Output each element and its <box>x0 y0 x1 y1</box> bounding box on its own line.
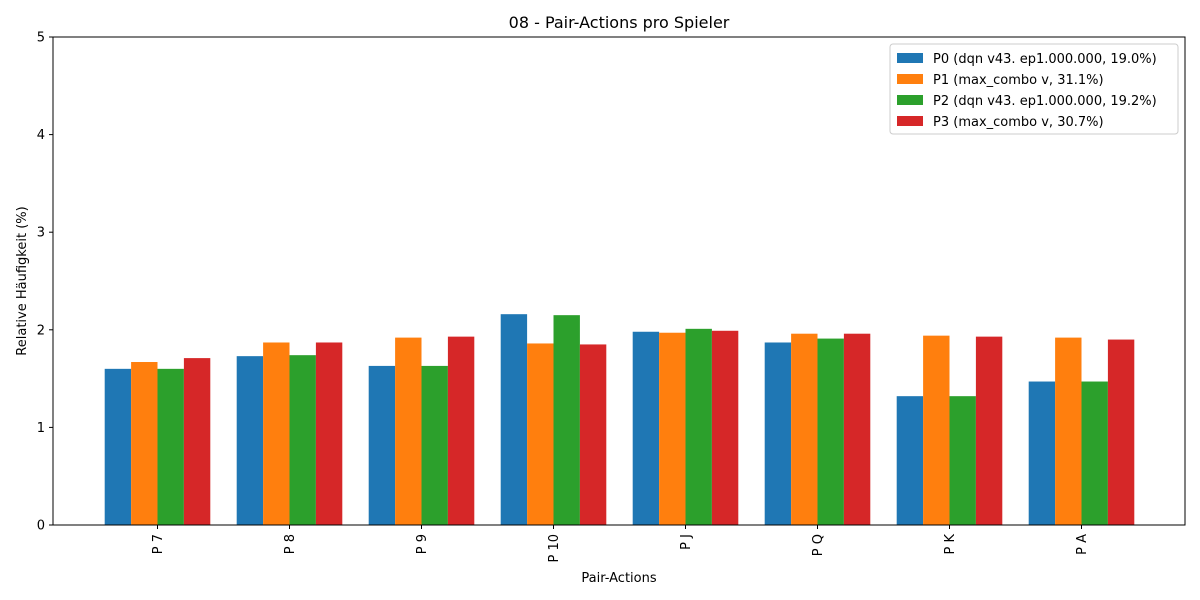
bar-p8-s2 <box>289 355 316 525</box>
bar-pq-s2 <box>817 338 844 525</box>
bar-pa-s2 <box>1081 381 1108 525</box>
x-axis-ticks: P 7 P 8 P 9 P 10 P J P Q P K P A <box>151 525 1090 563</box>
legend-entry: P3 (max_combo v, 30.7%) <box>933 115 1104 130</box>
bar-p8-s1 <box>263 342 290 525</box>
y-tick-label: 0 <box>37 519 45 534</box>
x-tick-label: P A <box>1075 534 1090 555</box>
bar-pq-s3 <box>843 333 871 525</box>
x-tick-label: P 7 <box>151 534 166 554</box>
bar-p10-s2 <box>553 315 580 525</box>
bar-p7-s2 <box>157 368 184 525</box>
bar-p10-s0 <box>500 314 528 525</box>
y-tick-label: 4 <box>37 128 45 143</box>
x-tick-label: P K <box>943 534 958 555</box>
bar-p10-s1 <box>527 343 554 525</box>
bar-p8-s3 <box>315 342 343 525</box>
bar-p9-s2 <box>421 365 448 525</box>
bar-pj-s3 <box>711 330 739 525</box>
bar-pk-s2 <box>949 396 976 525</box>
bar-pj-s1 <box>659 332 686 525</box>
bar-p10-s3 <box>579 344 607 525</box>
x-axis-title: Pair-Actions <box>581 571 656 586</box>
bars-group <box>104 314 1135 525</box>
plot-frame <box>52 36 1186 526</box>
bar-p7-s0 <box>104 368 132 525</box>
bar-p9-s1 <box>395 337 422 525</box>
bar-p9-s3 <box>447 336 475 525</box>
legend-swatch <box>897 74 923 84</box>
bar-pk-s1 <box>923 335 950 525</box>
legend-entry: P0 (dqn v43. ep1.000.000, 19.0%) <box>933 52 1157 67</box>
bar-pa-s1 <box>1055 337 1082 525</box>
legend-swatch <box>897 116 923 126</box>
y-axis-ticks: 0 1 2 3 4 5 <box>37 31 53 534</box>
bar-pa-s0 <box>1028 381 1056 525</box>
y-tick-label: 1 <box>37 421 45 436</box>
bar-p8-s0 <box>236 356 264 525</box>
legend-swatch <box>897 53 923 63</box>
bar-p7-s3 <box>183 358 211 525</box>
bar-pk-s3 <box>975 336 1003 525</box>
bar-pj-s0 <box>632 331 660 525</box>
bar-pq-s1 <box>791 333 818 525</box>
bar-p9-s0 <box>368 365 396 525</box>
y-tick-label: 3 <box>37 226 45 241</box>
x-tick-label: P 10 <box>547 534 562 563</box>
y-tick-label: 5 <box>37 31 45 46</box>
legend: P0 (dqn v43. ep1.000.000, 19.0%) P1 (max_… <box>889 43 1179 135</box>
x-tick-label: P 9 <box>415 534 430 554</box>
chart-title: 08 - Pair-Actions pro Spieler <box>509 13 730 32</box>
y-tick-label: 2 <box>37 323 45 338</box>
x-tick-label: P 8 <box>283 534 298 554</box>
legend-swatch <box>897 95 923 105</box>
bar-pk-s0 <box>896 396 924 525</box>
x-tick-label: P Q <box>811 534 826 556</box>
x-tick-label: P J <box>679 534 694 550</box>
bar-pq-s0 <box>764 342 792 525</box>
bar-pa-s3 <box>1107 339 1135 525</box>
y-axis-title: Relative Häufigkeit (%) <box>15 206 30 355</box>
legend-box <box>889 43 1179 135</box>
legend-entry: P1 (max_combo v, 31.1%) <box>933 73 1104 88</box>
legend-entry: P2 (dqn v43. ep1.000.000, 19.2%) <box>933 94 1157 109</box>
bar-p7-s1 <box>131 362 158 525</box>
bar-pj-s2 <box>685 328 712 525</box>
